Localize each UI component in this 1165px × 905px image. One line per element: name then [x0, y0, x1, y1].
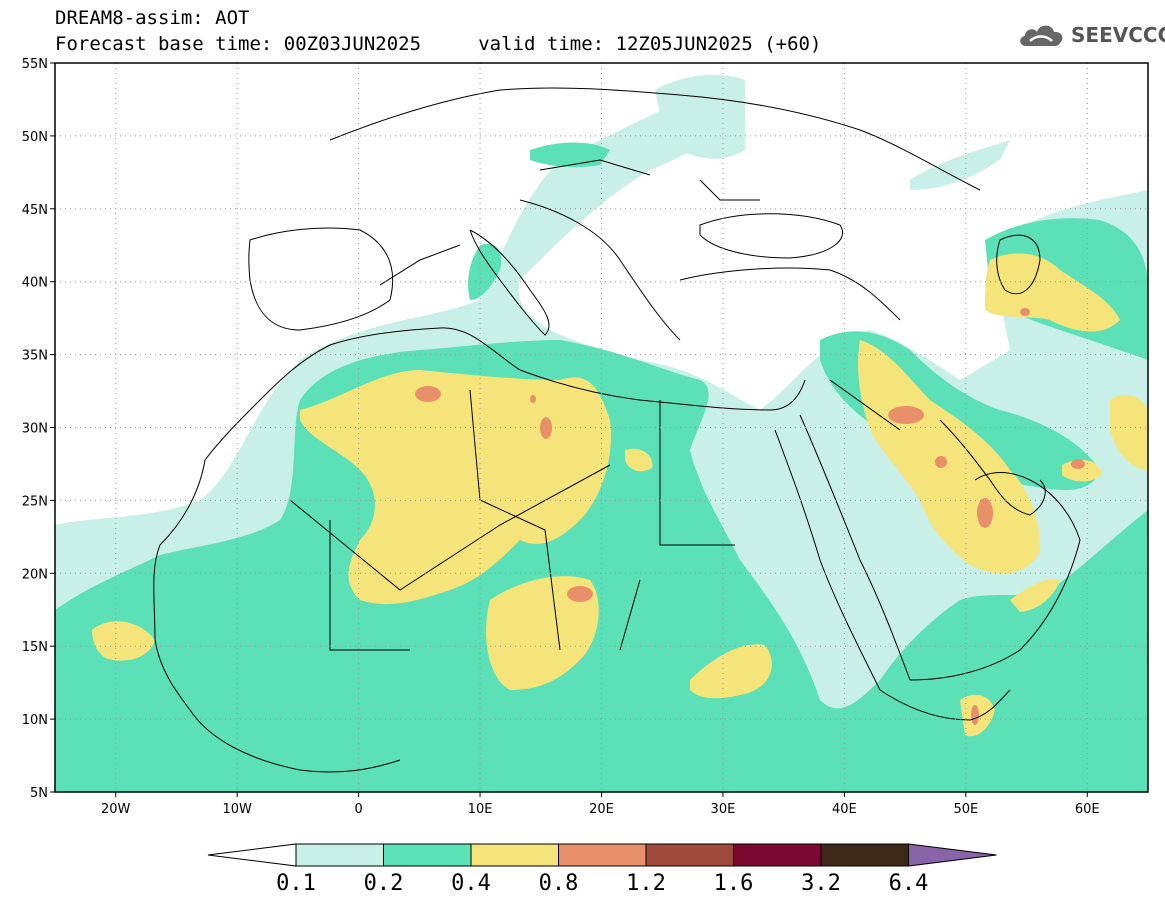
colorbar-segment-over [908, 843, 997, 867]
colorbar-label: 6.4 [889, 871, 929, 896]
lat-tick-label: 50N [22, 130, 48, 145]
lon-tick-label: 60E [1075, 802, 1100, 817]
lon-tick-label: 0 [354, 802, 362, 817]
colorbar-label: 1.2 [626, 871, 666, 896]
colorbar-segment [470, 843, 559, 867]
aot-band-0.8-1.2 [415, 308, 1085, 725]
colorbar-label: 0.8 [539, 871, 579, 896]
seevccc-logo: SEEVCCC [1016, 20, 1165, 50]
lat-tick-label: 55N [22, 57, 48, 72]
lat-tick-label: 5N [30, 786, 48, 801]
aot-field [55, 63, 1148, 792]
lat-tick-label: 25N [22, 494, 48, 509]
colorbar-label: 3.2 [801, 871, 841, 896]
lat-tick-label: 45N [22, 203, 48, 218]
aot-band-0.4-0.8 [92, 253, 1148, 737]
lon-tick-label: 30E [711, 802, 736, 817]
lat-tick-label: 10N [22, 713, 48, 728]
colorbar-segment [295, 843, 384, 867]
lon-tick-label: 20W [101, 802, 131, 817]
map-title: DREAM8-assim: AOT [55, 7, 250, 29]
lat-tick-label: 20N [22, 567, 48, 582]
lat-tick-label: 35N [22, 349, 48, 364]
map-grid [55, 63, 1148, 792]
cloud-icon [1020, 25, 1063, 46]
colorbar: 0.1 0.2 0.4 0.8 1.2 1.6 3.2 6.4 [207, 843, 997, 896]
lon-tick-label: 10W [222, 802, 252, 817]
colorbar-label: 0.1 [276, 871, 316, 896]
colorbar-label: 0.4 [451, 871, 491, 896]
colorbar-label: 1.6 [714, 871, 754, 896]
lat-tick-label: 40N [22, 276, 48, 291]
lon-tick-label: 10E [468, 802, 493, 817]
colorbar-segment [733, 843, 822, 867]
colorbar-segment-under [207, 843, 297, 867]
colorbar-label: 0.2 [364, 871, 404, 896]
coastlines [153, 87, 1081, 773]
colorbar-segment [820, 843, 909, 867]
longitude-axis: 20W 10W 0 10E 20E 30E 40E 50E 60E [101, 792, 1100, 817]
lon-tick-label: 40E [832, 802, 857, 817]
colorbar-segment [645, 843, 734, 867]
lat-tick-label: 30N [22, 422, 48, 437]
lat-tick-label: 15N [22, 640, 48, 655]
logo-text: SEEVCCC [1071, 23, 1165, 47]
colorbar-segment [558, 843, 647, 867]
colorbar-segment [383, 843, 472, 867]
map-subtitle: Forecast base time: 00Z03JUN2025 valid t… [55, 33, 822, 55]
latitude-axis: 55N 50N 45N 40N 35N 30N 25N 20N 15N 10N 5N [22, 57, 55, 801]
lon-tick-label: 20E [589, 802, 614, 817]
lon-tick-label: 50E [953, 802, 978, 817]
